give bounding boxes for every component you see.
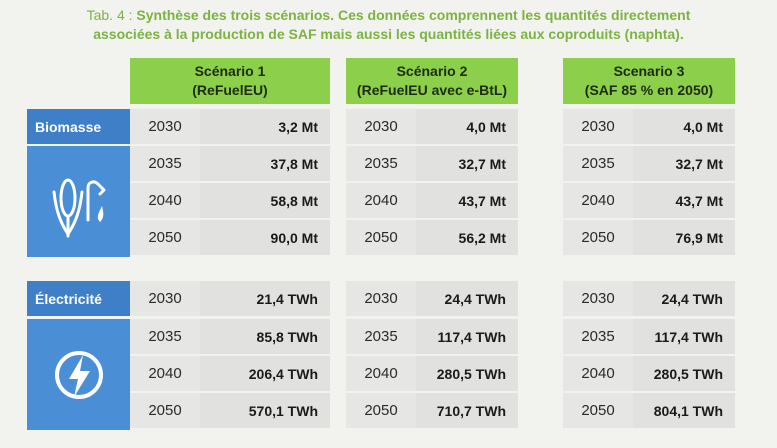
electricite-year-cell: 2040 (563, 356, 633, 391)
biomasse-year-cell: 2035 (130, 146, 200, 181)
electricite-value-cell: 206,4 TWh (200, 356, 330, 391)
electricite-year-cell: 2035 (563, 319, 633, 354)
electricite-value-cell: 117,4 TWh (416, 319, 518, 354)
table-caption: Tab. 4 : Synthèse des trois scénarios. C… (0, 6, 777, 44)
electricite-value-cell: 280,5 TWh (633, 356, 735, 391)
scenario-1-title: Scénario 1 (194, 63, 266, 79)
electricite-year-cell: 2050 (130, 393, 200, 428)
electricite-label: Électricité (27, 281, 130, 316)
lightning-icon (54, 350, 103, 399)
electricite-value-cell: 24,4 TWh (633, 281, 735, 316)
scenario-2-title: Scénario 2 (396, 63, 468, 79)
electricite-year-cell: 2030 (130, 281, 200, 316)
caption-line-1: Synthèse des trois scénarios. Ces donnée… (136, 7, 691, 23)
scenario-1-subtitle: (ReFuelEU) (192, 82, 268, 98)
electricite-year-cell: 2040 (346, 356, 416, 391)
electricite-year-cell: 2030 (563, 281, 633, 316)
biomasse-value-cell: 58,8 Mt (200, 183, 330, 218)
biomasse-year-cell: 2030 (346, 109, 416, 144)
electricite-value-cell: 710,7 TWh (416, 393, 518, 428)
biomasse-value-cell: 3,2 Mt (200, 109, 330, 144)
electricite-year-cell: 2035 (130, 319, 200, 354)
scenario-2-subtitle: (ReFuelEU avec e-BtL) (356, 82, 508, 98)
electricite-value-cell: 21,4 TWh (200, 281, 330, 316)
biomasse-year-cell: 2050 (130, 220, 200, 255)
biomasse-value-cell: 76,9 Mt (633, 220, 735, 255)
biomasse-value-cell: 43,7 Mt (416, 183, 518, 218)
scenario-3-subtitle: (SAF 85 % en 2050) (584, 82, 714, 98)
scenario-2-header: Scénario 2 (ReFuelEU avec e-BtL) (346, 58, 518, 104)
scenario-3-header: Scenario 3 (SAF 85 % en 2050) (563, 58, 735, 104)
biomasse-year-cell: 2035 (563, 146, 633, 181)
electricite-year-cell: 2050 (563, 393, 633, 428)
biomasse-year-cell: 2035 (346, 146, 416, 181)
scenario-1-header: Scénario 1 (ReFuelEU) (130, 58, 330, 104)
electricite-value-cell: 804,1 TWh (633, 393, 735, 428)
electricite-year-cell: 2050 (346, 393, 416, 428)
biomasse-year-cell: 2040 (563, 183, 633, 218)
biomasse-year-cell: 2030 (563, 109, 633, 144)
biomasse-value-cell: 90,0 Mt (200, 220, 330, 255)
electricite-value-cell: 570,1 TWh (200, 393, 330, 428)
biomasse-label: Biomasse (27, 109, 130, 144)
biomasse-value-cell: 4,0 Mt (633, 109, 735, 144)
electricite-year-cell: 2035 (346, 319, 416, 354)
biomasse-year-cell: 2030 (130, 109, 200, 144)
electricite-value-cell: 24,4 TWh (416, 281, 518, 316)
biomasse-year-cell: 2040 (346, 183, 416, 218)
electricite-value-cell: 85,8 TWh (200, 319, 330, 354)
corn-fuel-icon (52, 178, 105, 237)
biomasse-year-cell: 2050 (346, 220, 416, 255)
biomasse-year-cell: 2050 (563, 220, 633, 255)
biomasse-value-cell: 56,2 Mt (416, 220, 518, 255)
biomasse-value-cell: 32,7 Mt (416, 146, 518, 181)
biomasse-value-cell: 32,7 Mt (633, 146, 735, 181)
caption-lead: Tab. 4 : (86, 7, 137, 23)
electricite-icon-panel (27, 319, 130, 430)
electricite-value-cell: 280,5 TWh (416, 356, 518, 391)
biomasse-icon-panel (27, 146, 130, 257)
scenario-3-title: Scenario 3 (613, 63, 685, 79)
biomasse-year-cell: 2040 (130, 183, 200, 218)
caption-line-2: associées à la production de SAF mais au… (93, 26, 684, 42)
electricite-year-cell: 2030 (346, 281, 416, 316)
biomasse-value-cell: 37,8 Mt (200, 146, 330, 181)
electricite-value-cell: 117,4 TWh (633, 319, 735, 354)
electricite-year-cell: 2040 (130, 356, 200, 391)
biomasse-value-cell: 4,0 Mt (416, 109, 518, 144)
biomasse-value-cell: 43,7 Mt (633, 183, 735, 218)
